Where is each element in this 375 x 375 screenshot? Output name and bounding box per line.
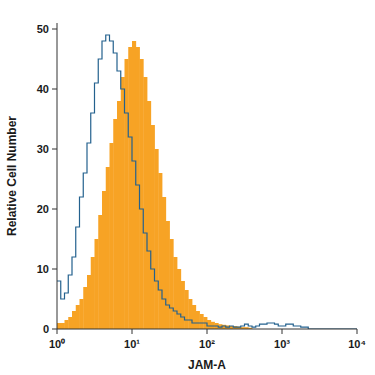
histogram-bar (102, 191, 106, 329)
y-tick (52, 209, 57, 210)
x-tick-label: 10³ (274, 338, 290, 350)
histogram-bar (124, 59, 128, 329)
histogram-bar (91, 257, 95, 329)
histogram-bar (106, 167, 110, 329)
y-axis-label: Relative Cell Number (5, 116, 19, 236)
x-tick (357, 329, 358, 334)
x-tick (57, 329, 58, 334)
histogram-bar (61, 323, 65, 329)
histogram-bar (140, 59, 144, 329)
histogram-bar (192, 305, 196, 329)
histogram-bar (181, 281, 185, 329)
histogram-bar (199, 314, 203, 329)
histogram-bar (76, 305, 80, 329)
y-tick-label: 40 (37, 83, 49, 95)
y-tick (52, 89, 57, 90)
y-tick-label: 50 (37, 23, 49, 35)
histogram-bar (65, 320, 69, 329)
histogram-bar (94, 239, 98, 329)
histogram-bar (154, 149, 158, 329)
histogram-bar (196, 311, 200, 329)
y-tick-label: 30 (37, 143, 49, 155)
histogram-bar (72, 311, 76, 329)
histogram-bar (113, 119, 117, 329)
histogram-bar (143, 77, 147, 329)
chart: 0 10 20 30 40 50 10⁰ 10¹ 10² 10³ 10⁴ JAM-A Relative … (0, 0, 375, 375)
y-tick-label: 10 (37, 263, 49, 275)
x-axis-label: JAM-A (188, 358, 226, 372)
histogram-bar (188, 299, 192, 329)
histogram-bar (121, 77, 125, 329)
histogram-bar (151, 125, 155, 329)
histogram-bar (98, 215, 102, 329)
y-tick (52, 269, 57, 270)
y-tick (52, 29, 57, 30)
histogram-bar (169, 239, 173, 329)
y-axis (57, 23, 58, 329)
histogram-bar (177, 269, 181, 329)
histogram-bar (207, 320, 211, 329)
plot-area (57, 35, 357, 329)
histogram-bar (110, 143, 114, 329)
x-tick-label: 10¹ (124, 338, 140, 350)
histogram-bar (68, 317, 72, 329)
x-tick-label: 10⁰ (49, 338, 65, 350)
histogram-bar (57, 323, 61, 329)
histogram-bar (162, 197, 166, 329)
x-tick (282, 329, 283, 334)
histogram-bar (128, 47, 132, 329)
y-tick (52, 329, 57, 330)
x-tick (132, 329, 133, 334)
histogram-bar (79, 299, 83, 329)
histogram-bar (185, 290, 189, 329)
histogram-bar (117, 101, 121, 329)
x-tick (207, 329, 208, 334)
histogram-outline (57, 35, 357, 329)
histogram-bar (83, 287, 87, 329)
histogram-bar (87, 275, 91, 329)
x-tick-label: 10² (199, 338, 215, 350)
y-tick-label: 0 (43, 323, 49, 335)
histogram-bar (158, 173, 162, 329)
y-tick-label: 20 (37, 203, 49, 215)
histogram-bar (166, 221, 170, 329)
y-tick (52, 149, 57, 150)
histogram-bar (147, 101, 151, 329)
histogram-bar (173, 257, 177, 329)
x-tick-label: 10⁴ (348, 338, 366, 350)
